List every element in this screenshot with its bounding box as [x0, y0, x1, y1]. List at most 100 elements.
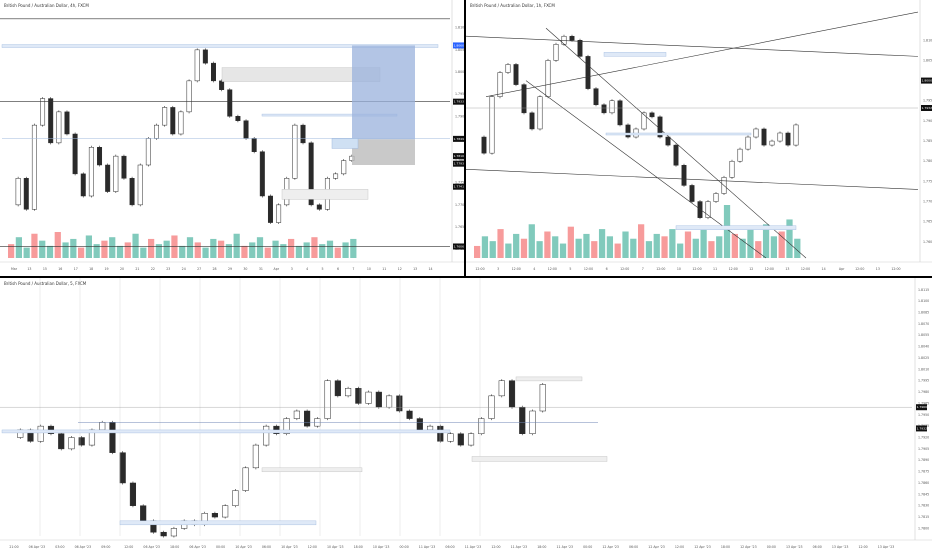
long-position-stop — [352, 139, 415, 165]
x-tick-label: 13 — [876, 267, 880, 271]
volume-bar — [179, 245, 186, 258]
candle-body — [194, 49, 200, 82]
price-tag-label: 1.7932 — [917, 426, 928, 430]
candle-body — [793, 124, 799, 146]
candle-body — [569, 35, 575, 41]
x-tick-label: 06:00 — [445, 545, 454, 549]
candle-body — [56, 111, 62, 144]
y-tick-label: 1.8115 — [918, 288, 929, 292]
y-tick-label: 1.7845 — [918, 492, 929, 496]
volume-bar — [622, 231, 629, 258]
volume-bar — [62, 242, 69, 258]
candle-body — [129, 178, 135, 206]
volume-bar — [716, 236, 723, 258]
candle-body — [68, 437, 75, 450]
x-tick-label: 14 — [822, 267, 826, 271]
volume-bar — [481, 236, 489, 258]
candle-body — [140, 505, 147, 522]
candle-body — [386, 395, 393, 408]
x-tick-label: 18:00 — [721, 545, 730, 549]
x-tick-label: 18:00 — [354, 545, 363, 549]
candle-body — [785, 132, 791, 146]
candle-body — [119, 452, 126, 484]
x-tick-label: 06 Apr '23 — [189, 545, 206, 549]
candle-body — [78, 437, 85, 446]
candle-body — [705, 201, 711, 218]
x-tick-label: 4 — [533, 267, 535, 271]
y-tick-label: 1.7980 — [918, 390, 929, 394]
volume-bar — [319, 244, 326, 258]
volume-bar — [513, 233, 520, 258]
x-tick-label: 12:00 — [124, 545, 133, 549]
candle-body — [529, 112, 535, 130]
candle-body — [113, 155, 119, 192]
volume-bar — [559, 243, 567, 258]
x-tick-label: 12:00 — [859, 545, 868, 549]
y-tick-label: 1.7950 — [455, 92, 464, 96]
x-tick-label: 3 — [497, 267, 499, 271]
x-tick-label: 17 — [74, 267, 78, 271]
x-tick-label: 00:00 — [583, 545, 592, 549]
volume-bar — [342, 242, 349, 258]
volume-bar — [505, 243, 512, 258]
x-tick-label: 12:00 — [692, 267, 701, 271]
x-tick-label: 13 — [785, 267, 789, 271]
candle-body — [235, 116, 241, 121]
candle-body — [202, 49, 208, 64]
candle-body — [97, 147, 103, 166]
candle-body — [37, 425, 44, 442]
y-tick-label: 1.7650 — [923, 220, 932, 224]
candle-body — [341, 160, 347, 175]
candle-body — [243, 120, 249, 139]
y-tick-label: 1.7850 — [923, 139, 932, 143]
y-tick-label: 1.7700 — [923, 200, 932, 204]
volume-bar — [124, 242, 131, 258]
chart-panel-4h[interactable]: British Pound / Australian Dollar, 4h, F… — [0, 0, 464, 276]
x-tick-label: 11 — [382, 267, 386, 271]
candle-body — [665, 136, 671, 146]
candle-body — [186, 80, 192, 113]
candle-body — [211, 513, 218, 518]
candle-body — [478, 418, 485, 434]
volume-bar — [677, 243, 684, 258]
volume-bar — [606, 236, 614, 258]
volume-bar — [241, 245, 248, 258]
candle-body — [170, 107, 176, 135]
y-tick-label: 1.7900 — [923, 119, 932, 123]
y-tick-label: 1.8010 — [918, 367, 929, 371]
candle-body — [437, 425, 444, 442]
candle-body — [88, 147, 94, 197]
candle-body — [129, 482, 137, 506]
price-tag-label: 1.8060 — [454, 43, 465, 47]
x-tick-label: 12:00 — [475, 267, 484, 271]
volume-bar — [684, 231, 692, 258]
candle-body — [761, 128, 767, 146]
x-tick-label: 12 Apr '23 — [694, 545, 711, 549]
chart-panel-5m[interactable]: British Pound / Australian Dollar, 5, FX… — [0, 278, 932, 550]
volume-bar — [303, 242, 310, 258]
volume-bar — [731, 233, 738, 258]
candle-body — [333, 173, 339, 179]
volume-bar — [552, 236, 559, 258]
price-tag — [453, 42, 464, 49]
volume-bar — [210, 238, 217, 258]
x-tick-label: 12:00 — [620, 267, 629, 271]
candle-body — [481, 136, 487, 154]
volume-bar — [8, 244, 15, 258]
candle-body — [137, 164, 143, 206]
y-tick-label: 1.7700 — [455, 203, 464, 207]
candle-body — [625, 124, 631, 138]
price-tag — [453, 243, 464, 250]
x-tick-label: 6 — [606, 267, 608, 271]
x-tick-label: Apr — [839, 267, 845, 271]
y-tick-label: 1.7750 — [455, 181, 464, 185]
candle-body — [713, 193, 719, 202]
y-tick-label: 1.8000 — [455, 70, 464, 74]
candle-body — [365, 391, 372, 404]
x-tick-label: 12:00 — [656, 267, 665, 271]
candle-body — [219, 80, 225, 90]
chart-panel-1h[interactable]: British Pound / Australian Dollar, 1h, F… — [466, 0, 932, 276]
candle-body — [178, 111, 184, 135]
volume-bar — [163, 240, 170, 258]
